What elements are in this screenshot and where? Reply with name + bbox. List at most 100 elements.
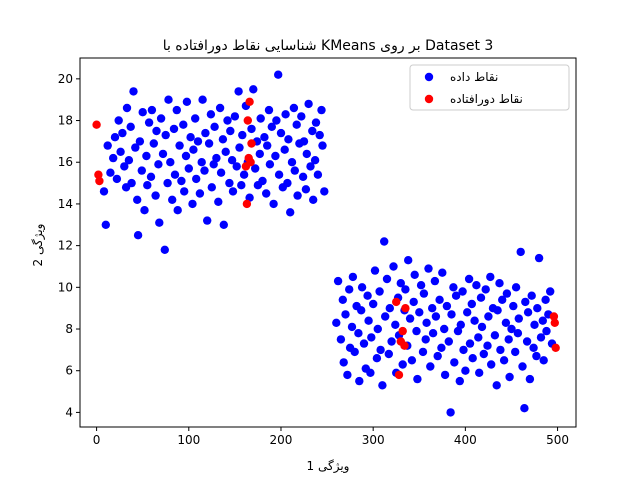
data-point	[188, 199, 197, 209]
data-point	[120, 162, 129, 171]
data-point	[428, 329, 438, 338]
data-point	[486, 272, 495, 282]
data-point	[103, 141, 112, 150]
data-point	[507, 324, 516, 334]
data-point	[177, 176, 186, 186]
data-point	[204, 139, 214, 148]
data-point	[453, 326, 463, 336]
data-point	[191, 114, 200, 123]
data-point	[501, 318, 511, 327]
data-point	[525, 374, 535, 384]
data-point	[200, 166, 209, 175]
data-point	[416, 281, 426, 290]
data-point	[290, 166, 299, 175]
data-point	[169, 124, 179, 134]
data-point	[249, 85, 258, 94]
data-point	[468, 354, 477, 363]
data-point	[384, 349, 393, 359]
data-point	[308, 126, 317, 136]
data-point	[223, 116, 232, 125]
data-point	[333, 276, 343, 286]
data-point	[476, 293, 486, 302]
data-point	[164, 95, 173, 104]
data-point	[338, 295, 347, 304]
data-point	[516, 247, 525, 257]
plot-area: 0 100 200 300 400 500 4 6 8 10 12 14 16 18 20	[58, 57, 577, 447]
data-point	[173, 206, 182, 215]
data-point	[433, 351, 442, 361]
data-point	[451, 291, 461, 300]
data-point	[133, 231, 143, 240]
data-point	[155, 218, 164, 227]
y-tick-label: 6	[65, 364, 73, 378]
data-point	[430, 276, 440, 286]
data-point	[511, 347, 520, 357]
data-point	[172, 105, 181, 115]
data-point	[317, 105, 326, 115]
data-point	[431, 312, 441, 321]
data-point	[246, 158, 255, 167]
data-point	[212, 153, 221, 163]
data-point	[101, 220, 111, 229]
data-point	[467, 299, 476, 309]
data-point	[450, 358, 459, 367]
data-point	[487, 360, 496, 369]
data-point	[474, 333, 483, 342]
data-point	[511, 283, 521, 292]
data-point	[151, 191, 160, 200]
data-point	[237, 181, 246, 190]
data-point	[437, 343, 446, 352]
y-tick-label: 12	[58, 239, 73, 253]
data-point	[154, 160, 163, 169]
data-point	[215, 103, 225, 113]
data-point	[226, 126, 235, 136]
data-point	[210, 122, 219, 131]
x-tick-label: 400	[454, 433, 477, 447]
data-point	[129, 87, 138, 96]
data-point	[341, 310, 350, 319]
legend-label: نقاط داده	[450, 70, 498, 84]
data-point	[542, 326, 551, 336]
data-point	[532, 351, 541, 361]
data-point	[299, 137, 309, 146]
data-point	[354, 329, 363, 338]
data-point	[143, 181, 152, 190]
data-point	[122, 103, 132, 113]
data-point	[221, 147, 230, 156]
y-tick-label: 10	[58, 280, 73, 294]
data-point	[357, 306, 366, 315]
data-point	[181, 151, 191, 161]
data-point	[504, 335, 513, 344]
legend: نقاط داده نقاط دورافتاده	[409, 64, 570, 111]
data-point	[495, 279, 504, 288]
data-point	[109, 153, 118, 163]
data-point	[523, 308, 533, 317]
data-point	[306, 162, 315, 171]
x-tick-label: 100	[177, 433, 200, 447]
data-point	[262, 189, 271, 198]
data-point	[505, 372, 514, 382]
data-point	[225, 178, 234, 188]
data-point	[182, 97, 192, 107]
y-tick-label: 16	[58, 155, 73, 169]
data-point	[509, 301, 518, 311]
data-point	[477, 322, 487, 332]
data-point	[310, 156, 320, 165]
data-point	[492, 381, 501, 390]
data-point	[359, 339, 369, 348]
data-point	[336, 335, 346, 344]
data-point	[404, 256, 413, 265]
data-point	[251, 164, 260, 173]
data-point	[201, 128, 210, 138]
data-point	[131, 143, 140, 152]
data-point	[283, 178, 292, 188]
chart-title: شناسایی نقاط دورافتاده با KMeans بر روی …	[163, 38, 494, 54]
y-tick-label: 8	[65, 322, 73, 336]
data-point	[186, 133, 195, 142]
y-tick-label: 4	[65, 405, 73, 419]
data-point	[446, 408, 455, 417]
data-point	[238, 130, 247, 140]
data-point	[456, 320, 465, 329]
x-tick-label: 300	[362, 433, 385, 447]
data-point	[407, 356, 417, 365]
